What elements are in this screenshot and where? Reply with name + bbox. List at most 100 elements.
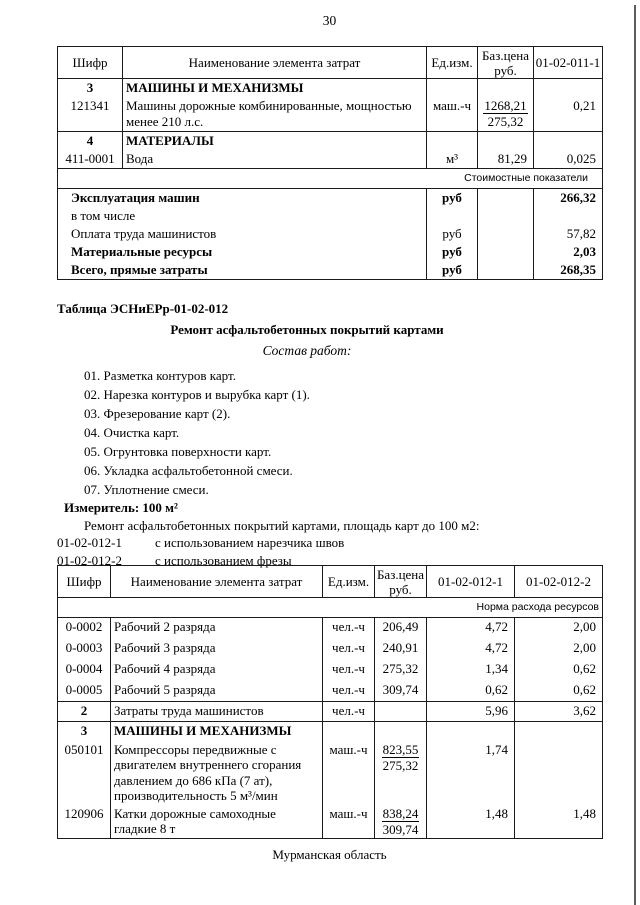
cell-value-2 — [515, 741, 603, 805]
cell-name: МАШИНЫ И МЕХАНИЗМЫ — [110, 721, 323, 741]
cell-value-1 — [534, 132, 603, 151]
cost-unit: руб — [426, 188, 478, 207]
cell-value-1: 0,025 — [533, 150, 603, 169]
work-item: 04. Очистка карт. — [84, 425, 180, 440]
column-header-name: Наименование элемента затрат — [122, 46, 427, 79]
cell-unit: маш.-ч — [426, 97, 478, 132]
cell-price: 838,24 309,74 — [374, 804, 427, 838]
table-row: 2 Затраты труда машинистов чел.-ч 5,96 3… — [57, 701, 603, 722]
cell-unit: маш.-ч — [322, 804, 375, 838]
cell-code: 0-0002 — [57, 617, 111, 639]
scan-edge-line — [634, 5, 636, 905]
table-row: 0-0002 Рабочий 2 разряда чел.-ч 206,49 4… — [57, 617, 603, 639]
cell-price: 81,29 — [477, 150, 534, 169]
column-header-norm-1: 01-02-012-1 — [426, 565, 515, 598]
cost-unit: руб — [426, 261, 478, 280]
region-footer: Мурманская область — [272, 847, 387, 862]
table-row: 121341 Машины дорожные комбинированные, … — [57, 97, 603, 132]
cell-value-1: 5,96 — [426, 701, 515, 722]
cell-unit: чел.-ч — [322, 638, 375, 660]
table-row: 4 МАТЕРИАЛЫ — [57, 131, 603, 151]
cell-name: Рабочий 4 разряда — [110, 659, 323, 681]
norm-subheader-label: Норма расхода ресурсов — [57, 597, 603, 618]
cell-unit: чел.-ч — [322, 701, 375, 722]
cost-value: 57,82 — [566, 226, 596, 241]
price-fraction: 838,24 309,74 — [378, 806, 423, 837]
cost-empty — [477, 188, 534, 207]
cost-indicators-header-row: Стоимостные показатели — [57, 168, 603, 189]
column-header-name: Наименование элемента затрат — [110, 565, 323, 598]
cost-unit: руб — [426, 243, 478, 261]
cost-value: 2,03 — [573, 244, 596, 259]
cell-unit: чел.-ч — [322, 659, 375, 681]
cell-name: МАШИНЫ И МЕХАНИЗМЫ — [122, 78, 427, 97]
cell-code: 0-0003 — [57, 638, 111, 660]
works-list: 01. Разметка контуров карт. 02. Нарезка … — [57, 366, 602, 499]
cost-empty — [477, 225, 534, 243]
fraction-numerator: 1268,21 — [483, 98, 528, 114]
work-item: 03. Фрезерование карт (2). — [84, 406, 231, 421]
cost-table-011: Шифр Наименование элемента затрат Ед.изм… — [57, 46, 603, 280]
cell-value-1: 4,72 — [426, 617, 515, 639]
cell-unit: чел.-ч — [322, 680, 375, 702]
cell-code: 3 — [57, 721, 111, 741]
cost-indicators-label: Стоимостные показатели — [57, 168, 603, 189]
cost-value: 268,35 — [560, 262, 596, 277]
resource-table-012: Шифр Наименование элемента затрат Ед.изм… — [57, 565, 603, 839]
cell-value-1: 1,74 — [426, 740, 515, 805]
cell-value-1: 1,34 — [426, 659, 515, 681]
cost-value — [534, 207, 603, 225]
cell-value-1 — [534, 79, 603, 98]
cell-price: 206,49 — [374, 617, 427, 639]
table-row: 411-0001 Вода м³ 81,29 0,025 — [57, 150, 603, 169]
cell-name: Компрессоры передвижные с двигателем вну… — [110, 740, 323, 805]
cell-code: 3 — [57, 78, 123, 97]
variant-text: с использованием фрезы — [155, 553, 292, 568]
table-row: 050101 Компрессоры передвижные с двигате… — [57, 740, 603, 805]
fraction-numerator: 823,55 — [381, 741, 420, 758]
fraction-numerator: 838,24 — [381, 805, 420, 822]
cell-value-2: 3,62 — [514, 701, 603, 722]
cell-code: 050101 — [57, 740, 111, 805]
works-subtitle: Состав работ: — [262, 343, 352, 358]
cell-price: 309,74 — [374, 680, 427, 702]
meter-label: Измеритель: 100 м² — [64, 500, 178, 515]
table-row: 3 МАШИНЫ И МЕХАНИЗМЫ — [57, 721, 603, 741]
cost-row: Всего, прямые затраты руб 268,35 — [57, 261, 603, 280]
cell-value-2: 0,62 — [514, 680, 603, 702]
cell-code: 4 — [57, 131, 123, 150]
variant-row: 01-02-012-2 с использованием фрезы — [57, 552, 602, 570]
column-header-unit: Ед.изм. — [322, 565, 375, 598]
cell-value-2: 2,00 — [573, 639, 596, 655]
cost-empty — [477, 261, 534, 280]
fraction-denominator: 275,32 — [487, 114, 524, 129]
table-header-row: Шифр Наименование элемента затрат Ед.изм… — [57, 565, 603, 598]
cell-price — [477, 78, 534, 97]
cost-empty — [477, 243, 534, 261]
cost-row: в том числе — [57, 207, 603, 225]
cell-code: 411-0001 — [57, 150, 123, 169]
column-header-price: Баз.цена руб. — [374, 565, 427, 598]
cell-value-2: 0,62 — [573, 660, 596, 676]
cell-name: Затраты труда машинистов — [110, 701, 323, 722]
cost-empty — [477, 207, 534, 225]
page-number: 30 — [322, 13, 337, 28]
column-header-norm: 01-02-011-1 — [533, 46, 603, 79]
cell-name: Машины дорожные комбинированные, мощност… — [122, 97, 427, 132]
cost-row: Материальные ресурсы руб 2,03 — [57, 243, 603, 261]
cell-price: 1268,21 275,32 — [477, 97, 534, 132]
table-header-row: Шифр Наименование элемента затрат Ед.изм… — [57, 46, 603, 79]
cell-name: Рабочий 5 разряда — [110, 680, 323, 702]
column-header-code: Шифр — [57, 565, 111, 598]
price-fraction: 1268,21 275,32 — [481, 98, 530, 129]
cell-code: 120906 — [57, 804, 111, 838]
cell-unit: чел.-ч — [322, 617, 375, 639]
work-item: 01. Разметка контуров карт. — [84, 368, 236, 383]
cell-value-1: 0,21 — [533, 97, 603, 132]
table-label: Таблица ЭСНиЕРр-01-02-012 — [57, 301, 229, 316]
column-header-norm-2: 01-02-012-2 — [514, 565, 603, 598]
variant-code: 01-02-012-1 — [57, 535, 122, 550]
cell-unit: маш.-ч — [322, 740, 375, 805]
cell-code: 121341 — [57, 97, 123, 132]
